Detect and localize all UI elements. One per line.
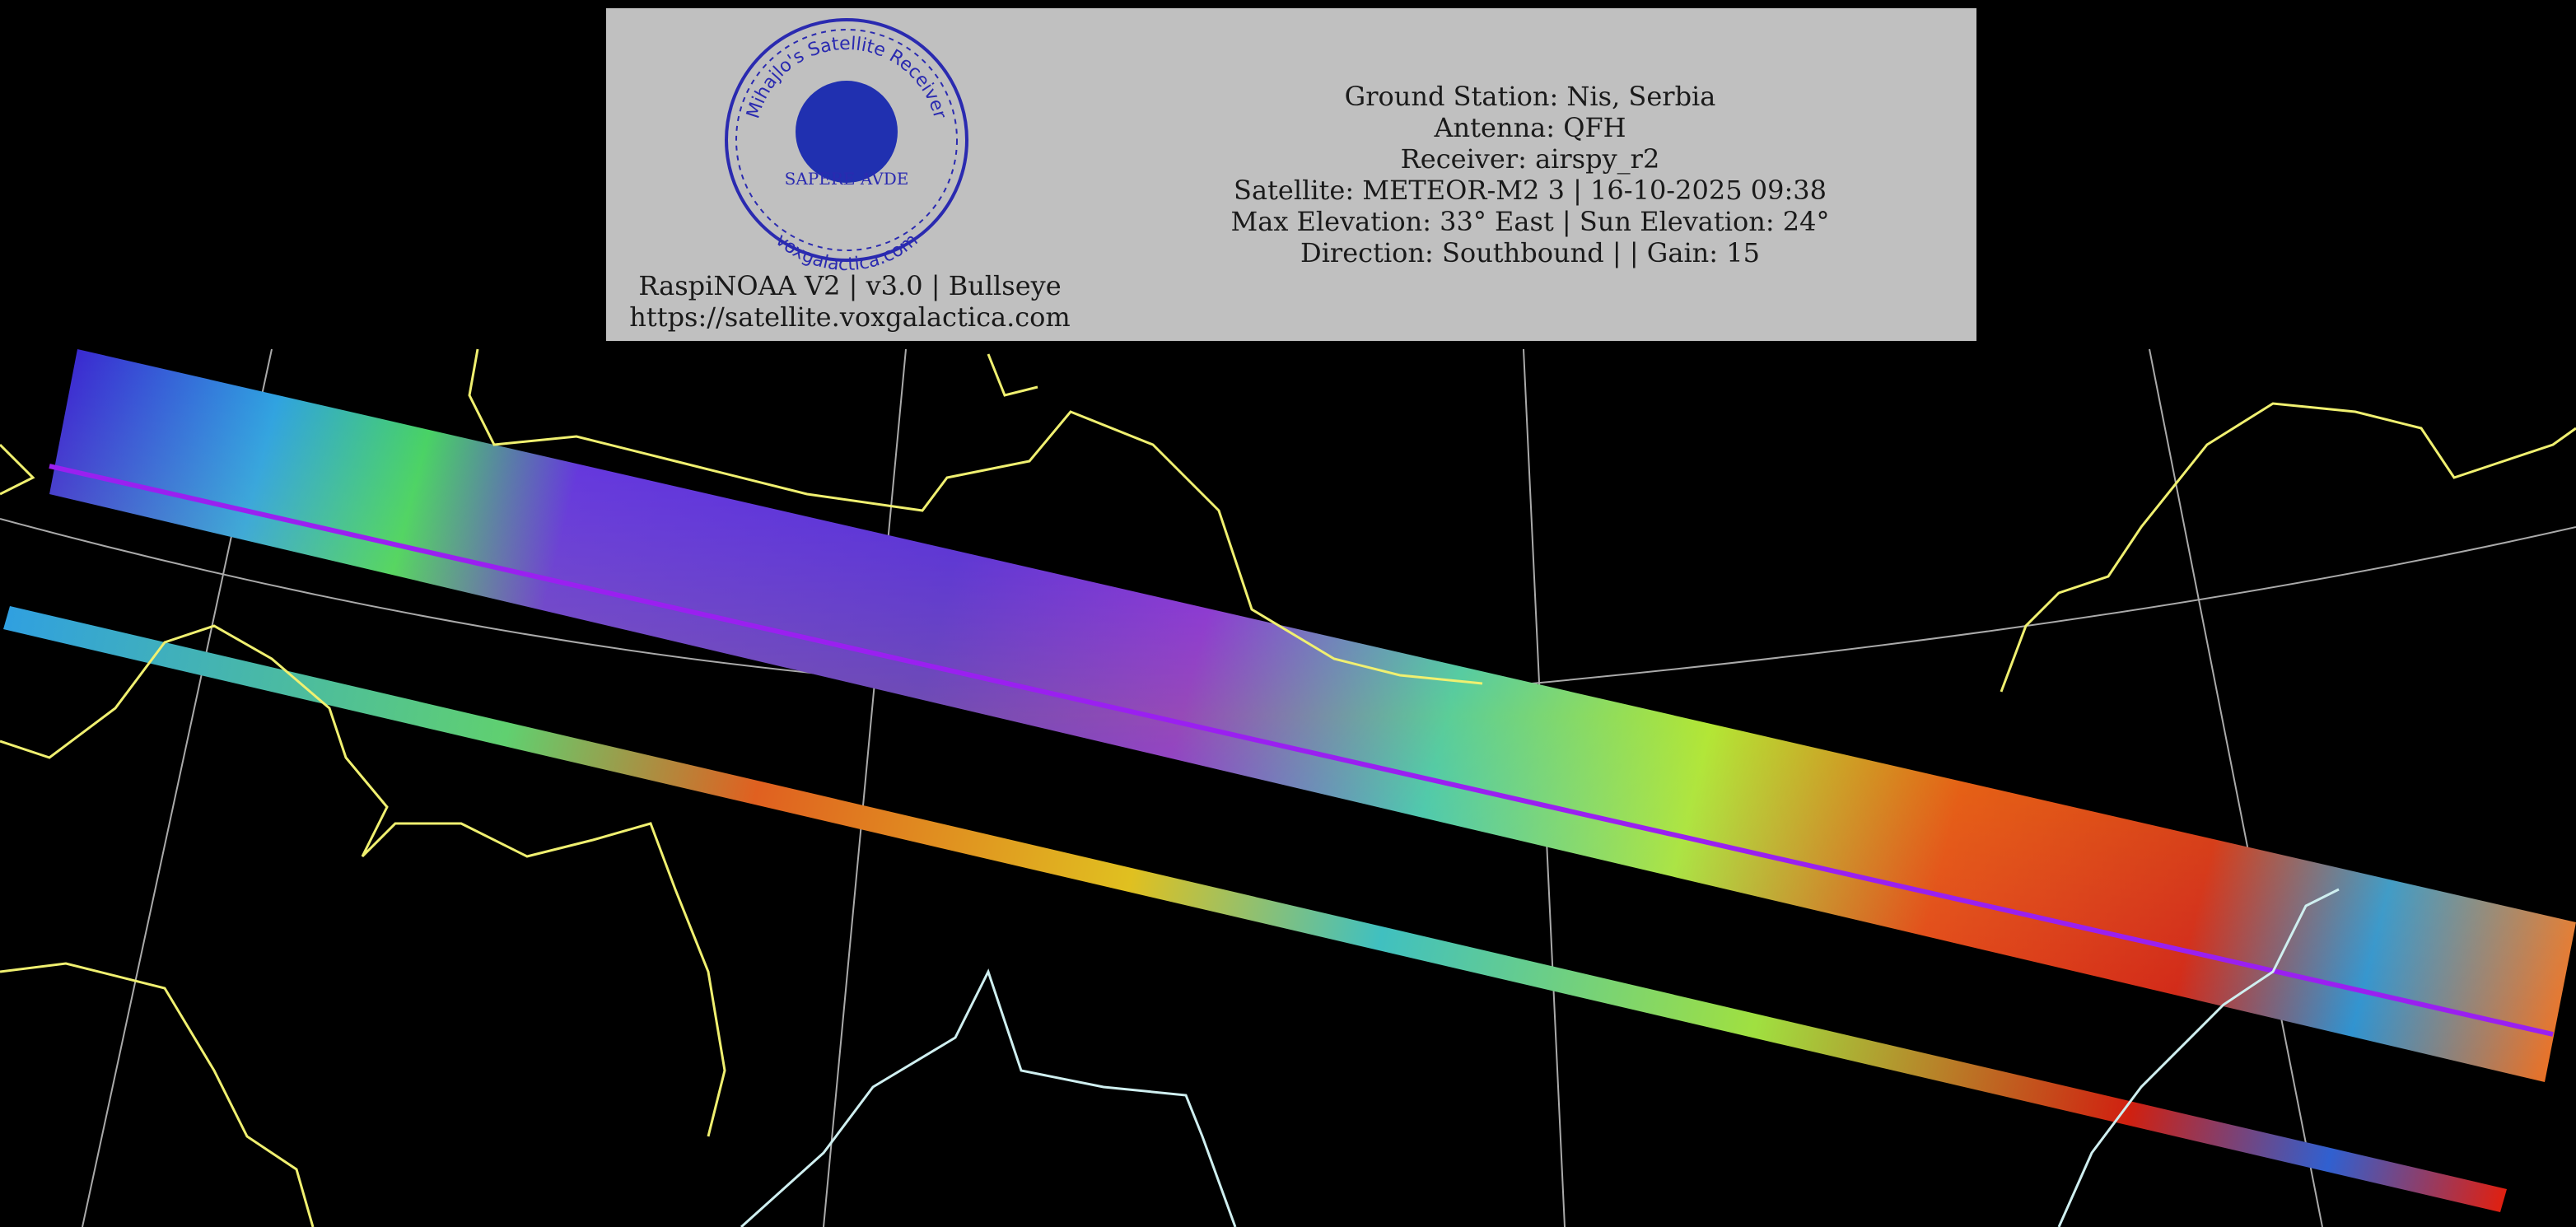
info-line: Max Elevation: 33° East | Sun Elevation:… [1230,206,1829,237]
scan-line [49,464,2554,1037]
borders [0,348,2576,1227]
info-line: Ground Station: Nis, Serbia [1345,81,1716,112]
logo-globe [796,81,898,183]
info-line: Antenna: QFH [1433,112,1626,143]
coastline [740,888,2340,1227]
station-url: https://satellite.voxgalactica.com [629,301,1071,333]
swath-narrow [3,606,2507,1212]
logo-ring-inner [735,29,958,251]
logo-ring [725,18,968,262]
logo-motto: SAPERE AVDE [785,169,909,189]
info-line: Satellite: METEOR-M2 3 | 16-10-2025 09:3… [1234,175,1827,206]
swath-texture [49,349,2576,1082]
info-line: Direction: Southbound | | Gain: 15 [1300,237,1760,268]
station-version: RaspiNOAA V2 | v3.0 | Bullseye [638,270,1061,301]
info-line: Receiver: airspy_r2 [1401,143,1660,175]
